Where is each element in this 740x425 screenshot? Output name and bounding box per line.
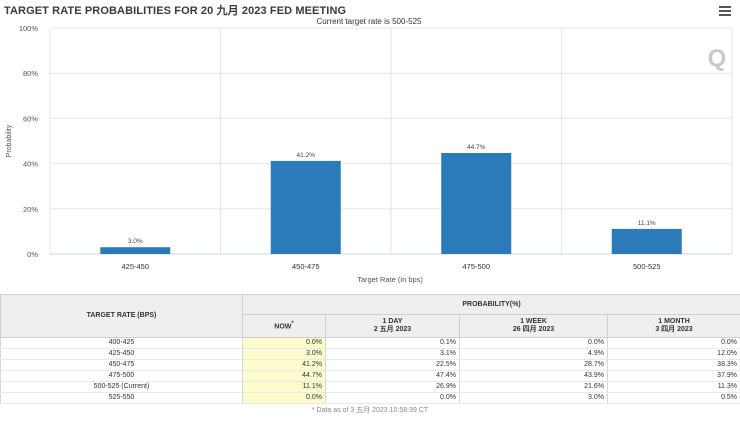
data-label: 11.1% — [638, 220, 656, 227]
table-row: 450-475 41.2% 22.5% 28.7% 38.3% — [0, 359, 740, 371]
table-row: 500-525 (Current) 11.1% 26.9% 21.6% 11.3… — [0, 381, 740, 393]
x-tick-label: 500-525 — [633, 262, 661, 271]
month-cell: 12.0% — [606, 348, 740, 360]
week-cell: 43.9% — [459, 370, 608, 382]
rate-cell: 475-500 — [0, 370, 243, 382]
table-row: 425-450 3.0% 3.1% 4.9% 12.0% — [0, 348, 740, 360]
table-row: 525-550 0.0% 0.0% 3.0% 0.5% — [0, 392, 740, 404]
y-tick-label: 0% — [27, 250, 38, 259]
bar-475-500[interactable] — [441, 152, 512, 254]
bar-chart: 0% 20% 40% 60% 80% 100% 425-450 450-475 475-500 5… — [6, 17, 733, 284]
data-label: 3.0% — [128, 238, 143, 245]
month-cell: 0.5% — [606, 392, 740, 404]
week-cell: 21.6% — [459, 381, 608, 393]
y-axis-label: Probability — [6, 124, 13, 157]
hamburger-menu-icon[interactable] — [719, 6, 731, 17]
now-cell: 44.7% — [242, 370, 326, 382]
header-1-week-date: 26 四月 2023 — [512, 326, 555, 333]
week-cell: 3.0% — [459, 392, 608, 404]
header-target-rate: TARGET RATE (BPS) — [0, 294, 243, 338]
watermark-logo: Q — [708, 45, 727, 72]
bar-425-450[interactable] — [100, 247, 171, 254]
table-row: 475-500 44.7% 47.4% 43.9% 37.9% — [0, 370, 740, 382]
month-cell: 11.3% — [606, 381, 740, 393]
day-cell: 3.1% — [325, 348, 460, 360]
header-now-mark: * — [291, 321, 294, 328]
bar-450-475[interactable] — [270, 160, 341, 254]
data-label: 44.7% — [467, 144, 486, 151]
header-1-week-label: 1 WEEK — [520, 318, 547, 325]
header-now-label: NOW — [274, 323, 292, 331]
header-1-week: 1 WEEK 26 四月 2023 — [459, 314, 608, 338]
week-cell: 28.7% — [459, 359, 608, 371]
header-probability: PROBABILITY(%) — [241, 294, 740, 315]
day-cell: 22.5% — [325, 359, 460, 371]
chart-subtitle: Current target rate is 500-525 — [317, 17, 422, 26]
x-axis-label: Target Rate (in bps) — [357, 275, 423, 284]
bars: 3.0% 41.2% 44.7% 11.1% — [100, 144, 682, 254]
header-1-month-label: 1 MONTH — [658, 318, 690, 325]
rate-cell: 500-525 (Current) — [0, 381, 243, 393]
x-tick-label: 450-475 — [292, 262, 320, 271]
watermark-logo-letter: Q — [708, 45, 727, 72]
gridlines — [49, 27, 733, 255]
header-1-day-date: 2 五月 2023 — [373, 326, 412, 333]
week-cell: 4.9% — [459, 348, 608, 360]
header-1-month-date: 3 四月 2023 — [655, 326, 693, 333]
header-1-month: 1 MONTH 3 四月 2023 — [606, 314, 740, 338]
rate-cell: 425-450 — [0, 348, 243, 360]
x-tick-label: 475-500 — [462, 262, 490, 271]
y-tick-label: 40% — [23, 160, 38, 169]
bar-500-525[interactable] — [611, 228, 682, 254]
now-cell: 11.1% — [242, 381, 326, 393]
week-cell: 0.0% — [459, 337, 608, 349]
month-cell: 38.3% — [606, 359, 740, 371]
table-row: 400-425 0.0% 0.1% 0.0% 0.0% — [0, 337, 740, 349]
x-tick-label: 425-450 — [121, 262, 149, 271]
now-cell: 0.0% — [242, 337, 326, 349]
day-cell: 0.0% — [325, 392, 460, 404]
header-now: NOW* — [242, 314, 326, 338]
day-cell: 0.1% — [325, 337, 460, 349]
month-cell: 0.0% — [606, 337, 740, 349]
chart-title: TARGET RATE PROBABILITIES FOR 20 九月 2023… — [4, 5, 347, 17]
now-cell: 0.0% — [242, 392, 326, 404]
day-cell: 26.9% — [325, 381, 460, 393]
now-cell: 3.0% — [242, 348, 326, 360]
y-tick-label: 100% — [19, 24, 39, 33]
day-cell: 47.4% — [325, 370, 460, 382]
month-cell: 37.9% — [606, 370, 740, 382]
now-cell: 41.2% — [242, 359, 326, 371]
y-tick-label: 80% — [23, 69, 38, 78]
probability-table: TARGET RATE (BPS) PROBABILITY(%) NOW* 1 … — [0, 294, 740, 404]
header-1-day-label: 1 DAY — [382, 318, 403, 325]
y-tick-label: 60% — [23, 114, 38, 123]
header-1-day: 1 DAY 2 五月 2023 — [325, 314, 460, 338]
rate-cell: 525-550 — [0, 392, 243, 404]
rate-cell: 400-425 — [0, 337, 243, 349]
probability-table-wrap: TARGET RATE (BPS) PROBABILITY(%) NOW* 1 … — [0, 294, 740, 415]
y-tick-label: 20% — [23, 205, 38, 214]
data-label: 41.2% — [297, 152, 316, 159]
rate-cell: 450-475 — [0, 359, 243, 371]
data-timestamp-footnote: * Data as of 3 五月 2023 10:58:39 CT — [311, 407, 429, 414]
